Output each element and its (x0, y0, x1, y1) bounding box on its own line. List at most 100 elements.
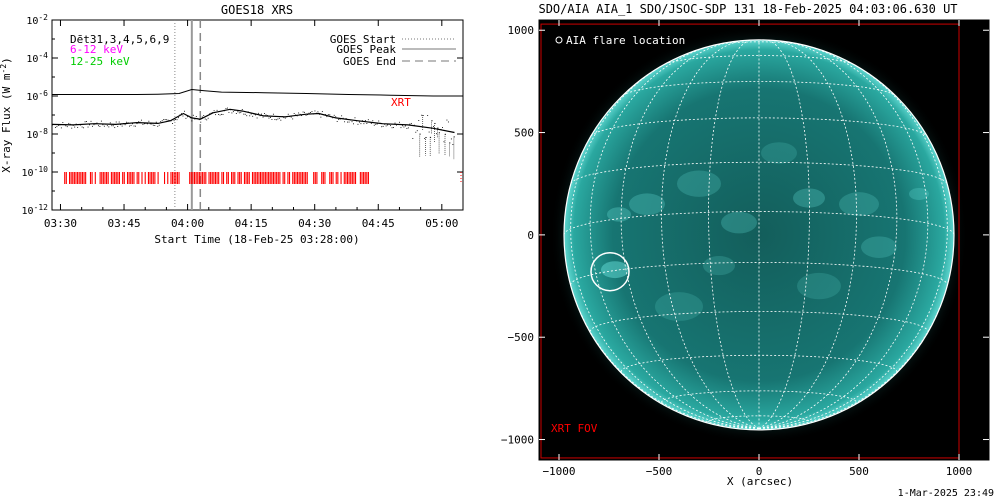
goes-noise-point (172, 123, 174, 124)
goes-noise-point (170, 120, 172, 122)
goes-noise-point (327, 114, 329, 116)
goes-noise-point (189, 117, 191, 119)
latitude-line (590, 117, 928, 137)
goes-x-tick-label: 03:45 (107, 217, 140, 230)
aia-legend: AIA flare location (555, 34, 685, 47)
goes-y-axis-label: X-ray Flux (W m-2) (0, 57, 13, 173)
goes-noise-point (216, 109, 218, 111)
goes-noise-point (243, 113, 245, 115)
goes-noise-point (393, 127, 394, 129)
goes-noise-point (132, 123, 133, 125)
goes-noise-point (280, 119, 282, 121)
goes-noise-point (357, 123, 359, 125)
goes-noise-point (123, 123, 125, 124)
goes-noise-point (65, 125, 67, 127)
goes-noise-point (102, 124, 104, 126)
goes-noise-point (63, 124, 65, 126)
goes-noise-point (143, 123, 145, 125)
goes-y-axis: 10-2 10-4 10-6 10-8 10-10 10-12 (22, 13, 463, 217)
goes-noise-point (74, 126, 76, 128)
goes-noise-point (83, 127, 85, 129)
goes-noise-point (192, 114, 194, 116)
aia-x-tick-label: 500 (849, 465, 869, 478)
longitude-line (661, 40, 760, 429)
goes-noise-point (444, 133, 446, 135)
aia-y-tick-label: 0 (527, 229, 534, 242)
goes-noise-point (369, 121, 371, 123)
aia-x-tick-label: −1000 (542, 465, 575, 478)
goes-noise-point (304, 111, 306, 113)
goes-noise-point (253, 113, 255, 115)
goes-noise-point (213, 110, 215, 112)
goes-noise-point (301, 115, 303, 117)
goes-noise-point (404, 125, 406, 127)
goes-x-tick-label: 04:30 (298, 217, 331, 230)
goes-noise-point (399, 121, 400, 123)
latitude-line (661, 390, 857, 403)
goes-noise-point (212, 112, 214, 114)
goes-noise-point (293, 113, 295, 115)
goes-x-axis: 03:30 03:45 04:00 04:15 04:30 04:45 05:00 (44, 20, 458, 230)
goes-noise-point (78, 124, 80, 126)
goes-noise-point (222, 114, 224, 115)
goes-noise-point (378, 120, 380, 122)
goes-noise-point (412, 138, 414, 139)
goes-noise-point (274, 119, 276, 121)
goes-noise-point (320, 116, 322, 118)
goes-noise-point (148, 120, 150, 122)
goes-noise-point (345, 118, 347, 119)
generated-timestamp: 1-Mar-2025 23:49 (898, 488, 994, 499)
goes-noise-point (80, 124, 82, 126)
aia-x-axis-label: X (arcsec) (727, 475, 793, 488)
goes-noise-point (338, 119, 340, 121)
goes-noise-point (341, 115, 343, 117)
goes-noise-point (391, 127, 393, 129)
goes-noise-point (403, 126, 405, 128)
goes-noise-point (308, 112, 310, 114)
longitude-line (570, 59, 760, 429)
goes-y-tick-label: 10-12 (22, 203, 49, 217)
goes-noise-point (287, 113, 289, 115)
goes-noise-point (161, 120, 163, 122)
aia-x-axis: −1000 −500 0 500 1000 (542, 20, 972, 478)
goes-noise-point (185, 117, 187, 119)
goes-noise-point (135, 125, 136, 127)
goes-noise-point (176, 119, 178, 121)
goes-noise-point (344, 121, 346, 123)
latitude-line (664, 55, 854, 65)
goes-noise-point (207, 117, 209, 119)
goes-noise-point (326, 116, 328, 118)
goes-noise-point (69, 123, 71, 125)
goes-noise-point (71, 127, 73, 129)
active-region (861, 236, 897, 258)
goes-noise-point (152, 124, 154, 126)
goes-noise-point (397, 124, 399, 125)
goes-noise-point (367, 119, 369, 121)
goes-noise-point (268, 117, 270, 119)
active-region (839, 192, 879, 217)
goes-noise-point (92, 125, 93, 127)
goes-noise-point (360, 123, 362, 125)
goes-noise-point (290, 116, 292, 118)
goes-noise-point (311, 111, 313, 113)
goes-noise-point (57, 124, 59, 126)
goes-noise-point (231, 112, 233, 114)
longitude-line (589, 44, 760, 429)
goes-noise-point (114, 127, 116, 129)
goes-noise-point (299, 113, 301, 115)
active-region (677, 170, 721, 197)
goes-noise-point (229, 109, 231, 111)
goes-noise-point (186, 116, 188, 118)
goes-noise-point (117, 125, 119, 127)
goes-legend: GOES Start GOES Peak GOES End (330, 33, 456, 68)
goes-noise-point (381, 126, 383, 128)
goes-noise-point (302, 111, 304, 113)
aia-plot-frame (538, 19, 990, 461)
goes-noise-point (324, 114, 326, 115)
goes-noise-point (436, 133, 437, 135)
goes-noise-point (416, 130, 418, 132)
goes-noise-point (281, 116, 283, 117)
goes-noise-point (385, 125, 387, 127)
goes-noise-point (289, 116, 291, 118)
